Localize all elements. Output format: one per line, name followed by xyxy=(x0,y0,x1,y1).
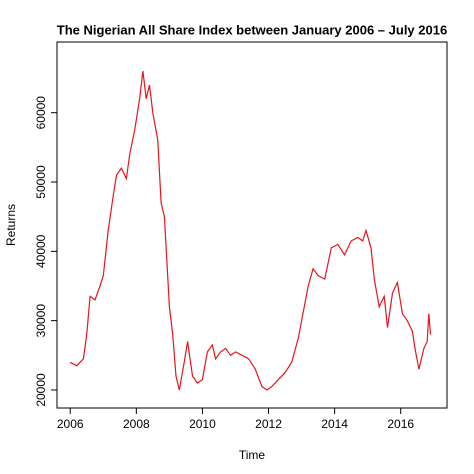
plot-frame xyxy=(56,41,448,409)
y-tick-label: 30000 xyxy=(34,304,48,338)
x-tick-label: 2010 xyxy=(189,417,216,431)
y-axis-label: Returns xyxy=(4,204,18,246)
y-tick-label: 20000 xyxy=(34,373,48,407)
x-axis-label: Time xyxy=(239,448,266,462)
x-tick-label: 2008 xyxy=(123,417,150,431)
chart-title: The Nigerian All Share Index between Jan… xyxy=(57,22,447,37)
y-tick-label: 40000 xyxy=(34,234,48,268)
x-tick-label: 2006 xyxy=(57,417,84,431)
y-tick-label: 60000 xyxy=(34,96,48,130)
x-tick-label: 2012 xyxy=(255,417,282,431)
x-tick-label: 2014 xyxy=(321,417,348,431)
x-tick-label: 2016 xyxy=(387,417,414,431)
line-series xyxy=(69,71,432,391)
y-tick-label: 50000 xyxy=(34,165,48,199)
